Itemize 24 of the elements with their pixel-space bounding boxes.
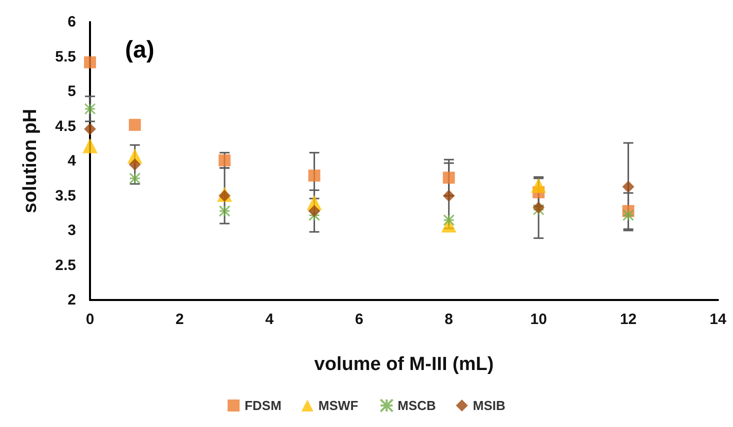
x-tick-label: 12 [620,311,637,328]
x-tick-label: 6 [354,311,364,328]
x-tick-label: 10 [530,311,547,328]
y-tick-label: 4 [68,152,77,170]
x-tick-label: 14 [710,311,727,328]
legend-label: MSCB [398,398,436,413]
y-tick-label: 5 [68,83,76,100]
legend-label: MSIB [472,398,506,413]
legend-label: MSWF [318,398,358,413]
x-tick-label: 8 [444,311,454,328]
y-tick-label: 2.5 [55,256,76,274]
x-axis-title: volume of M-III (mL) [314,354,494,375]
y-tick-label: 4.5 [55,118,76,135]
x-tick-label: 4 [265,311,274,328]
legend-label: FDSM [244,398,282,413]
x-tick-label: 0 [86,311,94,328]
y-tick-label: 3 [68,222,76,239]
annotation: (a) [125,36,154,64]
y-tick-label: 6 [68,14,76,30]
y-tick-label: 2 [68,292,76,308]
y-tick-label: 3.5 [55,187,76,204]
y-tick-label: 5.5 [55,48,76,66]
x-tick-label: 2 [176,311,184,328]
y-axis-title: solution pH [20,108,41,214]
